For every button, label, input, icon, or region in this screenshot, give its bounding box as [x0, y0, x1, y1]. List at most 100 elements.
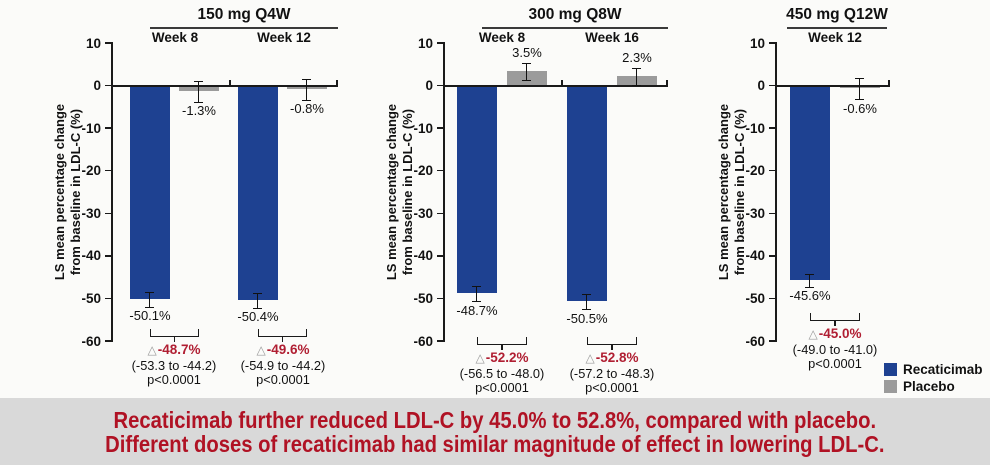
zero-line	[445, 85, 668, 87]
panel-450mg-q12w: 450 mg Q12W Week 12 LS mean percentage c…	[664, 0, 990, 398]
p-value: p<0.0001	[808, 356, 862, 371]
y-tick	[769, 340, 776, 342]
y-tick-label: 0	[425, 78, 433, 94]
delta-triangle-icon: △	[475, 351, 485, 365]
y-tick	[437, 42, 444, 44]
y-tick	[437, 84, 444, 87]
y-tick	[105, 212, 112, 215]
legend-swatch-recaticimab	[884, 363, 897, 376]
legend-item-placebo: Placebo	[884, 379, 983, 394]
p-value: p<0.0001	[256, 372, 310, 387]
bracket-pointer	[834, 320, 836, 326]
y-tick-label: -40	[745, 248, 765, 264]
y-tick-label: 10	[85, 35, 101, 51]
y-tick	[769, 127, 776, 129]
y-tick	[105, 42, 112, 44]
y-tick-label: -20	[413, 163, 433, 179]
confidence-interval: (-56.5 to -48.0)	[459, 365, 545, 381]
conclusion-text: Recaticimab further reduced LDL-C by 45.…	[105, 408, 884, 456]
panel-title: 150 mg Q4W	[197, 6, 291, 23]
group-divider-tick	[561, 79, 563, 86]
axis-end-tick	[666, 79, 668, 86]
p-value: p<0.0001	[585, 380, 639, 395]
y-tick-label: -50	[413, 291, 433, 306]
bar-value-label: -45.6%	[789, 288, 831, 303]
y-axis	[111, 42, 113, 343]
difference-annotation: △-48.7% (-53.3 to -44.2) p<0.0001	[109, 343, 239, 387]
panel-title-underline	[482, 27, 668, 29]
error-bar	[253, 293, 262, 309]
axis-end-tick	[336, 79, 338, 86]
y-tick	[769, 84, 776, 87]
week-label: Week 12	[257, 30, 311, 45]
week-label: Week 8	[478, 30, 526, 45]
plot-area: 10 0 -10 -20 -30 -40 -50 -60 -48.7% 3.5%…	[413, 36, 668, 394]
y-tick	[105, 297, 112, 300]
bracket-pointer	[501, 344, 503, 350]
panel-300mg-q8w: 300 mg Q8W Week 8 Week 16 LS mean percen…	[332, 0, 672, 398]
bar-value-label: 3.5%	[512, 45, 542, 60]
y-tick	[105, 340, 112, 342]
difference-value: -45.0%	[818, 326, 862, 341]
delta-triangle-icon: △	[808, 327, 818, 341]
bracket-pointer	[281, 336, 284, 342]
conclusion-line-2: Different doses of recaticimab had simil…	[105, 430, 885, 457]
legend-label: Recaticimab	[903, 362, 983, 377]
error-bar	[194, 81, 203, 103]
error-bar	[302, 79, 311, 101]
bracket-pointer	[611, 344, 613, 350]
y-tick	[437, 169, 444, 172]
legend-swatch-placebo	[884, 380, 897, 393]
bar-value-label: 2.3%	[622, 50, 652, 65]
y-axis-title: LS mean percentage change from baseline …	[52, 103, 83, 281]
y-tick-label: -30	[81, 205, 101, 221]
p-value: p<0.0001	[475, 380, 529, 395]
delta-triangle-icon: △	[585, 351, 595, 365]
bar-value-label: -50.5%	[566, 311, 608, 326]
y-tick-label: 0	[93, 78, 101, 94]
week-label: Week 8	[151, 30, 199, 45]
y-tick-label: -60	[413, 333, 433, 349]
p-value: p<0.0001	[147, 372, 201, 387]
week-label: Week 16	[585, 30, 639, 45]
y-tick-label: -50	[745, 291, 765, 306]
y-tick-label: -10	[745, 120, 765, 136]
y-tick-label: -60	[81, 333, 101, 349]
y-tick-label: 10	[749, 35, 765, 51]
bar-recaticimab	[130, 85, 170, 299]
bar-value-label: -50.4%	[237, 309, 279, 324]
panel-title-underline	[787, 27, 887, 29]
y-axis	[775, 42, 777, 343]
difference-value: -48.7%	[157, 342, 201, 357]
error-bar	[522, 63, 531, 81]
difference-annotation: △-52.8% (-57.2 to -48.3) p<0.0001	[547, 351, 677, 395]
confidence-interval: (-49.0 to -41.0)	[792, 341, 878, 357]
error-bar	[582, 294, 591, 310]
y-tick	[105, 127, 112, 129]
y-tick	[105, 169, 112, 172]
bracket-pointer	[173, 336, 176, 342]
error-bar	[805, 274, 814, 288]
difference-annotation: △-52.2% (-56.5 to -48.0) p<0.0001	[437, 351, 567, 395]
delta-triangle-icon: △	[147, 343, 157, 357]
y-tick-label: -10	[413, 120, 433, 136]
y-tick	[769, 169, 776, 172]
difference-annotation: △-45.0% (-49.0 to -41.0) p<0.0001	[770, 327, 900, 371]
y-tick	[437, 212, 444, 215]
plot-area: 10 0 -10 -20 -30 -40 -50 -60 -50.1% -1.3…	[81, 36, 338, 386]
y-tick-label: 0	[757, 78, 765, 94]
y-tick-label: -20	[81, 163, 101, 179]
panel-150mg-q4w: 150 mg Q4W Week 8 Week 12 LS mean percen…	[0, 0, 340, 398]
y-axis-title: LS mean percentage change from baseline …	[384, 103, 415, 281]
zero-line	[113, 85, 338, 87]
error-bar	[145, 292, 154, 308]
bar-value-label: -0.6%	[843, 101, 877, 116]
error-bar	[855, 78, 864, 100]
legend: Recaticimab Placebo	[884, 362, 983, 396]
y-tick-label: -30	[413, 205, 433, 221]
confidence-interval: (-57.2 to -48.3)	[569, 365, 655, 381]
bar-value-label: -1.3%	[182, 103, 216, 118]
y-tick-label: -20	[745, 163, 765, 179]
y-tick-label: -40	[81, 248, 101, 264]
y-tick	[437, 255, 444, 257]
